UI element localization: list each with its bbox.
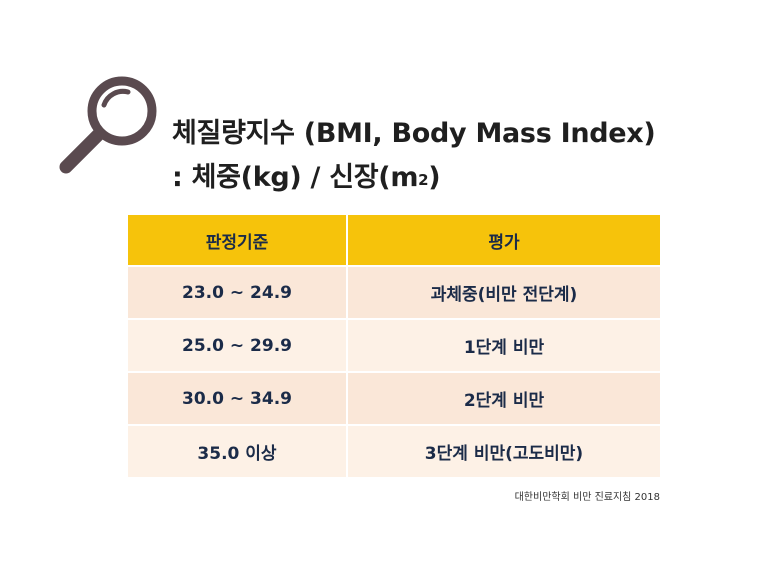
table-row: 25.0 ~ 29.9 1단계 비만	[128, 320, 660, 373]
source-citation: 대한비만학회 비만 진료지침 2018	[514, 492, 660, 503]
evaluation-cell: 3단계 비만(고도비만)	[348, 426, 660, 479]
header-evaluation: 평가	[348, 215, 660, 267]
evaluation-cell: 1단계 비만	[348, 320, 660, 373]
evaluation-cell: 과체중(비만 전단계)	[348, 267, 660, 320]
bmi-table: 판정기준 평가 23.0 ~ 24.9 과체중(비만 전단계) 25.0 ~ 2…	[128, 215, 660, 479]
table-row: 30.0 ~ 34.9 2단계 비만	[128, 373, 660, 426]
page-title: 체질량지수 (BMI, Body Mass Index) : 체중(kg) / …	[172, 112, 656, 200]
table-row: 35.0 이상 3단계 비만(고도비만)	[128, 426, 660, 479]
criteria-cell: 23.0 ~ 24.9	[128, 267, 348, 320]
criteria-cell: 30.0 ~ 34.9	[128, 373, 348, 426]
table-row: 23.0 ~ 24.9 과체중(비만 전단계)	[128, 267, 660, 320]
evaluation-cell: 2단계 비만	[348, 373, 660, 426]
formula-close: )	[428, 162, 441, 193]
criteria-cell: 25.0 ~ 29.9	[128, 320, 348, 373]
formula-superscript: 2	[418, 171, 429, 189]
title-line-1: 체질량지수 (BMI, Body Mass Index)	[172, 118, 656, 149]
table-header-row: 판정기준 평가	[128, 215, 660, 267]
title-line-2: : 체중(kg) / 신장(m2)	[172, 156, 655, 200]
criteria-cell: 35.0 이상	[128, 426, 348, 479]
magnifier-icon	[59, 76, 157, 174]
header-criteria: 판정기준	[128, 215, 348, 267]
formula-text: : 체중(kg) / 신장(m	[172, 162, 419, 193]
